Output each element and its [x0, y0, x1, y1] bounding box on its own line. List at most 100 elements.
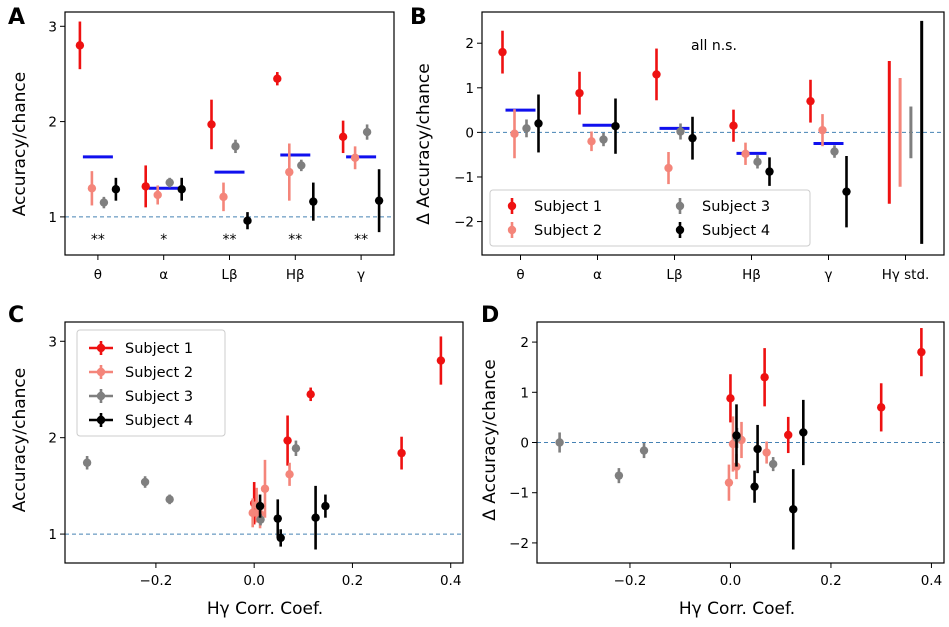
data-point-a — [153, 190, 162, 200]
legend-item-subject-4: Subject 4 — [89, 413, 193, 429]
data-point-b — [818, 125, 827, 135]
data-point-c — [248, 508, 257, 518]
data-point-d — [724, 478, 734, 487]
axes-frame-a — [64, 11, 395, 256]
data-point-a — [285, 167, 294, 177]
legend-box-b — [489, 189, 811, 247]
legend-item-subject-3: Subject 3 — [89, 389, 193, 405]
data-point-b — [806, 96, 815, 106]
panel-b: B Δ Accuracy/chance all n.s. θ α Lβ Hβ γ Hγ s… — [410, 5, 945, 283]
legend-label-c: Subject 2 — [125, 365, 193, 381]
data-point-d — [876, 403, 886, 412]
y-tick-label-c: 1 — [48, 527, 57, 543]
data-point-a — [273, 74, 282, 83]
data-point-b — [510, 129, 519, 138]
annotation-all-ns: all n.s. — [691, 38, 737, 54]
y-tick-label-a: 3 — [48, 19, 57, 35]
x-tick-label-a: θ — [94, 267, 102, 283]
data-point-c — [321, 501, 330, 511]
data-point-c — [311, 513, 320, 522]
data-point-d — [917, 347, 926, 357]
x-tick-label-c: 0.2 — [342, 573, 363, 589]
y-axis-label-d: Δ Accuracy/chance — [480, 359, 500, 521]
legend-label-c: Subject 3 — [125, 389, 193, 405]
legend-box-c — [76, 329, 226, 437]
data-point-a — [243, 216, 252, 225]
x-tick-label-b: α — [593, 267, 602, 283]
legend-b: Subject 1 Subject 2 Subject 3 Subject 4 — [489, 189, 811, 247]
y-axis-label-c: Accuracy/chance — [10, 368, 30, 512]
significance-marker-a: * — [160, 232, 167, 248]
x-tick-label-b: θ — [516, 267, 524, 283]
data-point-c — [256, 515, 265, 524]
data-point-b — [676, 127, 685, 136]
x-tick-label-b: Hβ — [742, 267, 761, 283]
data-point-b — [842, 187, 851, 196]
x-axis-label-d: Hγ Corr. Coef. — [679, 599, 795, 619]
legend-label-b: Subject 1 — [534, 199, 602, 215]
data-point-c — [165, 495, 174, 504]
data-point-a — [374, 196, 384, 205]
data-point-d — [732, 431, 741, 440]
data-point-b — [741, 149, 750, 158]
x-tick-label-d: 0.4 — [921, 573, 942, 589]
y-tick-label-b: 2 — [465, 36, 474, 52]
axes-frame-b — [481, 11, 945, 256]
data-point-a — [362, 127, 372, 137]
legend-label-b: Subject 2 — [534, 223, 602, 239]
data-point-d — [728, 439, 738, 449]
data-point-b — [830, 147, 839, 156]
panel-d: D Δ Accuracy/chance Hγ Corr. Coef. −0.2 0… — [480, 303, 945, 619]
y-tick-label-d: −2 — [509, 536, 529, 552]
y-tick-label-d: 2 — [520, 335, 529, 351]
legend-marker-c — [96, 391, 106, 401]
data-point-b — [587, 137, 596, 146]
y-tick-label-c: 3 — [48, 334, 57, 350]
legend-item-subject-2: Subject 2 — [89, 365, 193, 381]
data-point-c — [276, 533, 285, 543]
data-point-a — [297, 161, 306, 170]
significance-marker-a: ** — [223, 232, 237, 248]
data-point-c — [273, 514, 282, 523]
x-tick-label-d: 0.2 — [820, 573, 841, 589]
legend-marker-b — [507, 201, 517, 211]
data-point-c — [260, 484, 270, 493]
data-point-b — [611, 121, 620, 131]
data-point-a — [75, 41, 85, 50]
legend-item-b-subject-3: Subject 3 — [675, 198, 770, 215]
x-tick-label-a: Lβ — [221, 267, 237, 283]
x-tick-label-b: Hγ std. — [882, 267, 930, 283]
axes-frame-d — [536, 321, 945, 564]
data-point-d — [784, 430, 793, 440]
data-point-b — [664, 163, 673, 173]
axes-frame-c — [64, 321, 464, 564]
legend-marker-b — [675, 201, 685, 211]
data-point-a — [207, 120, 216, 129]
panel-letter-d: D — [481, 303, 499, 328]
y-tick-label-d: −1 — [509, 486, 529, 502]
data-point-c — [436, 356, 446, 365]
data-point-c — [82, 458, 92, 467]
x-tick-label-c: −0.2 — [140, 573, 173, 589]
data-point-c — [291, 444, 301, 453]
y-tick-label-c: 2 — [48, 431, 57, 447]
legend-item-b-subject-1: Subject 1 — [507, 198, 602, 215]
legend-item-b-subject-2: Subject 2 — [507, 222, 602, 239]
data-point-c — [306, 390, 315, 399]
data-point-a — [111, 185, 121, 194]
data-point-d — [555, 438, 564, 447]
panel-c: C Accuracy/chance Hγ Corr. Coef. −0.2 0.0… — [8, 303, 464, 619]
legend-label-c: Subject 1 — [125, 341, 193, 357]
data-point-b — [599, 135, 608, 144]
legend-label-b: Subject 4 — [702, 223, 770, 239]
data-point-a — [141, 182, 150, 191]
data-point-b — [765, 167, 774, 176]
x-axis-label-c: Hγ Corr. Coef. — [207, 599, 323, 619]
legend-label-c: Subject 4 — [125, 413, 193, 429]
data-point-a — [219, 192, 228, 202]
data-point-b — [522, 124, 531, 133]
data-point-b — [575, 88, 584, 98]
data-point-d — [639, 446, 649, 455]
y-tick-label-b: 1 — [465, 81, 474, 97]
x-tick-label-d: 0.0 — [720, 573, 741, 589]
